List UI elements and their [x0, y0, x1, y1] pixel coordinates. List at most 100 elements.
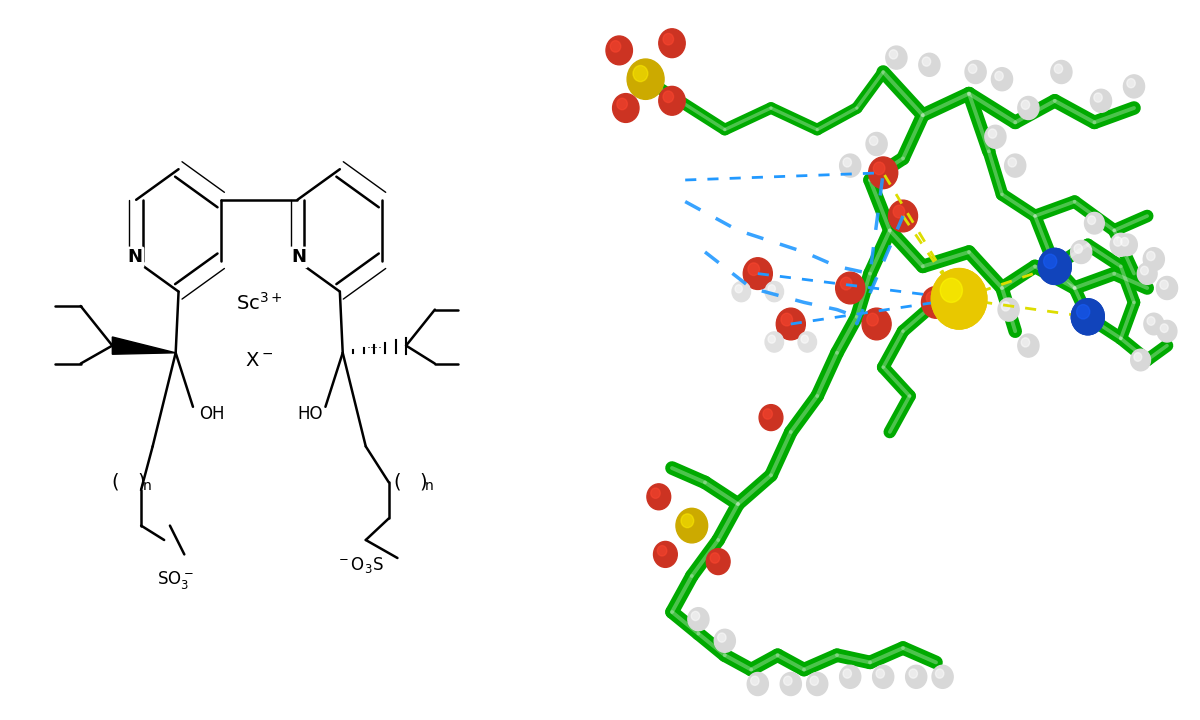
Circle shape — [1076, 305, 1090, 319]
Circle shape — [1157, 320, 1177, 342]
Circle shape — [647, 484, 671, 510]
Circle shape — [1038, 248, 1072, 284]
Circle shape — [1114, 237, 1122, 246]
Circle shape — [751, 676, 760, 685]
Circle shape — [766, 282, 784, 302]
Circle shape — [766, 332, 784, 352]
Circle shape — [1147, 317, 1154, 325]
Circle shape — [1140, 266, 1148, 275]
Circle shape — [676, 508, 708, 543]
Circle shape — [866, 313, 878, 326]
Circle shape — [707, 549, 730, 575]
Circle shape — [870, 136, 878, 145]
Circle shape — [1091, 89, 1111, 112]
Circle shape — [893, 205, 905, 218]
Circle shape — [688, 608, 709, 631]
Circle shape — [714, 629, 736, 652]
Circle shape — [1127, 78, 1135, 88]
Circle shape — [1076, 305, 1090, 319]
Circle shape — [1004, 154, 1026, 177]
Circle shape — [606, 36, 632, 65]
Circle shape — [991, 68, 1013, 91]
Circle shape — [1144, 313, 1164, 335]
Circle shape — [1021, 338, 1030, 347]
Circle shape — [768, 335, 775, 343]
Circle shape — [835, 272, 865, 304]
Circle shape — [910, 669, 918, 678]
Circle shape — [1130, 349, 1151, 371]
Text: SO$_3^-$: SO$_3^-$ — [157, 569, 194, 590]
Circle shape — [798, 332, 816, 352]
Circle shape — [1055, 64, 1063, 73]
Circle shape — [1121, 238, 1128, 246]
Text: n: n — [143, 479, 151, 493]
Circle shape — [659, 86, 685, 115]
Circle shape — [995, 71, 1003, 81]
Circle shape — [936, 669, 944, 678]
Circle shape — [1021, 100, 1030, 109]
Circle shape — [862, 308, 892, 340]
Circle shape — [664, 91, 673, 102]
Circle shape — [1138, 263, 1157, 284]
Text: (: ( — [394, 473, 401, 492]
Circle shape — [888, 200, 918, 232]
Circle shape — [941, 278, 962, 302]
Circle shape — [889, 50, 898, 59]
Circle shape — [1157, 276, 1177, 300]
Circle shape — [840, 154, 860, 177]
Circle shape — [628, 59, 664, 99]
Circle shape — [780, 672, 802, 696]
Circle shape — [869, 157, 898, 189]
Circle shape — [876, 669, 884, 678]
Circle shape — [1117, 234, 1138, 256]
Text: OH: OH — [199, 405, 224, 423]
Circle shape — [1160, 324, 1168, 333]
Circle shape — [968, 64, 977, 73]
Circle shape — [1085, 212, 1104, 234]
Circle shape — [612, 94, 640, 122]
Circle shape — [932, 665, 953, 688]
Circle shape — [1123, 75, 1145, 98]
Circle shape — [659, 29, 685, 58]
Circle shape — [768, 284, 775, 293]
Circle shape — [1018, 334, 1039, 357]
Circle shape — [840, 665, 860, 688]
Circle shape — [806, 672, 828, 696]
Circle shape — [810, 676, 818, 685]
Circle shape — [874, 162, 884, 175]
Circle shape — [1110, 233, 1132, 256]
Circle shape — [1018, 96, 1039, 120]
Circle shape — [784, 676, 792, 685]
Circle shape — [1002, 302, 1010, 311]
Circle shape — [989, 129, 997, 138]
Circle shape — [998, 298, 1019, 321]
Circle shape — [1087, 216, 1096, 225]
Circle shape — [923, 57, 931, 66]
Text: ): ) — [420, 473, 427, 492]
Text: $^-$O$_3$S: $^-$O$_3$S — [336, 555, 384, 575]
Circle shape — [1134, 353, 1141, 361]
Circle shape — [634, 66, 648, 81]
Circle shape — [1074, 244, 1082, 253]
Circle shape — [611, 40, 620, 52]
Text: N: N — [127, 248, 143, 266]
Text: HO: HO — [298, 405, 323, 423]
Circle shape — [776, 308, 805, 340]
Circle shape — [844, 669, 852, 678]
Circle shape — [760, 405, 782, 431]
Circle shape — [736, 284, 743, 293]
Circle shape — [710, 553, 720, 563]
Circle shape — [965, 60, 986, 84]
Circle shape — [654, 541, 677, 567]
Circle shape — [802, 335, 809, 343]
Text: ....: .... — [366, 338, 383, 351]
Circle shape — [886, 46, 907, 69]
Text: X$^-$: X$^-$ — [245, 351, 274, 369]
Circle shape — [763, 409, 773, 419]
Circle shape — [658, 546, 667, 556]
Circle shape — [691, 611, 700, 621]
Text: n: n — [425, 479, 433, 493]
Circle shape — [866, 132, 887, 156]
Circle shape — [1044, 254, 1057, 269]
Circle shape — [1144, 248, 1164, 271]
